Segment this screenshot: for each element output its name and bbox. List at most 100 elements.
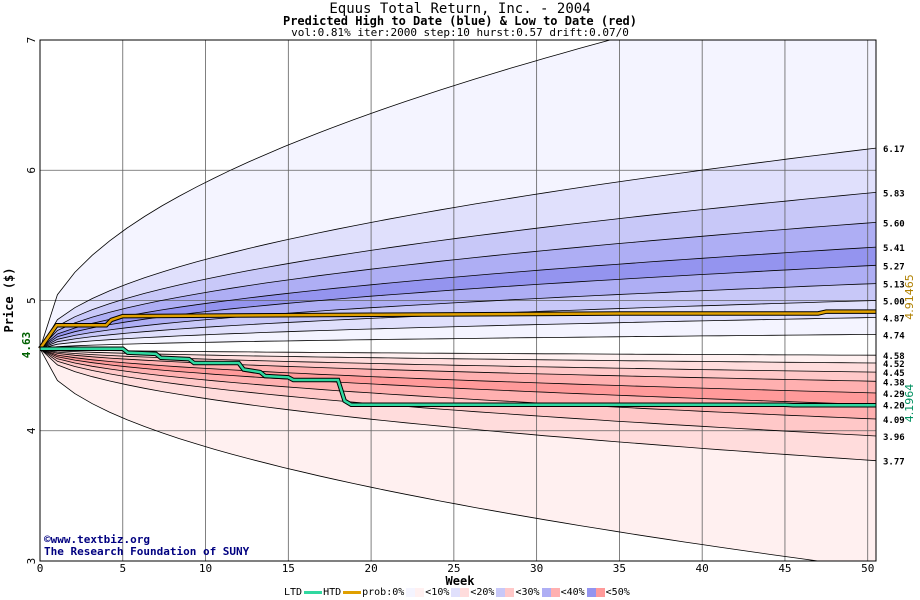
band-high-8 xyxy=(40,317,876,349)
y-tick-3: 3 xyxy=(25,558,38,565)
band-low-4 xyxy=(40,348,876,405)
x-tick-50: 50 xyxy=(861,562,874,575)
chart-subtitle: Predicted High to Date (blue) & Low to D… xyxy=(282,14,637,28)
simulation-parameters: vol:0.81% iter:2000 step:10 hurst:0.57 d… xyxy=(291,26,629,39)
legend-band-label-1: <10% xyxy=(425,587,450,598)
y-tick-7: 7 xyxy=(25,37,38,44)
legend-band-label-5: <50% xyxy=(605,587,630,598)
quantile-curve-0 xyxy=(40,40,612,349)
quantile-label-12: 4.38 xyxy=(883,378,905,388)
probability-bands xyxy=(40,40,876,561)
quantile-label-7: 4.87 xyxy=(883,314,905,324)
quantile-curve-10 xyxy=(40,348,821,561)
quantile-curve-3 xyxy=(40,222,876,349)
band-high-5 xyxy=(40,265,876,349)
quantile-curve-16 xyxy=(40,348,876,382)
plot-frame xyxy=(39,39,877,562)
legend-ltd-label: LTD xyxy=(284,587,303,598)
quantile-label-13: 4.29 xyxy=(883,390,905,400)
band-high-0 xyxy=(40,40,876,349)
band-high-6 xyxy=(40,283,876,349)
x-tick-45: 45 xyxy=(778,562,791,575)
legend-ltd-swatch xyxy=(304,591,323,594)
band-low-7 xyxy=(40,348,876,373)
band-high-2 xyxy=(40,192,876,349)
quantile-curve-2 xyxy=(40,192,876,349)
quantile-label-9: 4.58 xyxy=(883,352,905,362)
x-tick-20: 20 xyxy=(364,562,377,575)
legend-band-label-2: <20% xyxy=(470,587,495,598)
x-tick-15: 15 xyxy=(282,562,295,575)
quantile-labels: 6.17 5.83 5.60 5.41 5.27 5.13 5.00 4.87 4.74 4.58… xyxy=(883,145,905,468)
band-low-2 xyxy=(40,348,876,436)
band-low-6 xyxy=(40,348,876,382)
y-tick-5: 5 xyxy=(25,297,38,304)
legend-prob-label: prob:0% xyxy=(362,587,405,598)
quantile-label-17: 3.77 xyxy=(883,458,905,468)
x-tick-0: 0 xyxy=(37,562,44,575)
y-tick-6: 6 xyxy=(25,167,38,174)
y-tick-4: 4 xyxy=(25,427,38,434)
quantile-curve-19 xyxy=(40,348,876,356)
quantile-label-1: 5.83 xyxy=(883,189,905,199)
quantile-curve-4 xyxy=(40,246,876,350)
band-low-0 xyxy=(40,348,876,561)
quantile-curve-14 xyxy=(40,348,876,406)
legend-htd-swatch xyxy=(343,591,362,594)
legend-band-swatch-2 xyxy=(496,588,515,597)
legend-htd-label: HTD xyxy=(323,587,342,598)
start-price-label: 4.63 xyxy=(20,332,33,359)
x-tick-35: 35 xyxy=(613,562,626,575)
band-low-5 xyxy=(40,348,876,393)
legend-band-swatch-1 xyxy=(451,588,470,597)
chart-title: Equus Total Return, Inc. - 2004 xyxy=(329,1,591,17)
band-high-4 xyxy=(40,247,876,349)
series-ltd-line xyxy=(40,347,876,407)
quantile-label-14: 4.20 xyxy=(883,402,905,412)
quantile-curve-1 xyxy=(40,147,876,349)
legend-band-swatch-3 xyxy=(541,588,560,597)
y-axis-label: Price ($) xyxy=(2,267,16,332)
x-tick-10: 10 xyxy=(199,562,212,575)
legend-band-swatch-0 xyxy=(406,588,425,597)
series-htd-line xyxy=(38,310,876,350)
band-high-1 xyxy=(40,148,876,349)
quantile-label-2: 5.60 xyxy=(883,219,905,229)
quantile-label-5: 5.13 xyxy=(883,281,905,291)
legend-band-label-3: <30% xyxy=(515,587,540,598)
quantile-label-11: 4.45 xyxy=(883,369,905,379)
ltd-final-label: 4.1964 xyxy=(903,384,916,423)
quantile-curve-8 xyxy=(40,317,876,350)
htd-final-label: 4.91465 xyxy=(903,274,916,320)
credit-organization: The Research Foundation of SUNY xyxy=(44,545,250,558)
quantile-curve-15 xyxy=(40,348,876,394)
band-low-3 xyxy=(40,348,876,419)
quantile-label-4: 5.27 xyxy=(883,262,905,272)
credit-website: ©www.textbiz.org xyxy=(44,533,150,546)
quantile-label-16: 3.96 xyxy=(883,433,905,443)
quantile-label-15: 4.09 xyxy=(883,416,905,426)
x-tick-25: 25 xyxy=(447,562,460,575)
quantile-label-6: 5.00 xyxy=(883,298,905,308)
quantile-curve-11 xyxy=(40,348,876,462)
series-lines xyxy=(38,309,876,408)
quantile-curve-6 xyxy=(40,283,876,350)
legend-band-label-4: <40% xyxy=(560,587,585,598)
quantile-label-3: 5.41 xyxy=(883,244,905,254)
x-axis-label: Week xyxy=(446,574,476,588)
grid-lines xyxy=(40,40,876,561)
quantile-curve-13 xyxy=(40,348,876,420)
quantile-label-8: 4.74 xyxy=(883,331,905,341)
legend: LTD HTD prob:0% <10% <20% <30% <40% <50% xyxy=(284,587,630,598)
legend-band-swatch-4 xyxy=(586,588,605,597)
quantile-curve-18 xyxy=(40,348,876,364)
quantile-label-10: 4.52 xyxy=(883,360,905,370)
band-low-1 xyxy=(40,348,876,461)
x-tick-30: 30 xyxy=(530,562,543,575)
x-tick-5: 5 xyxy=(119,562,126,575)
quantile-label-0: 6.17 xyxy=(883,145,905,155)
x-tick-40: 40 xyxy=(696,562,709,575)
band-high-3 xyxy=(40,222,876,349)
